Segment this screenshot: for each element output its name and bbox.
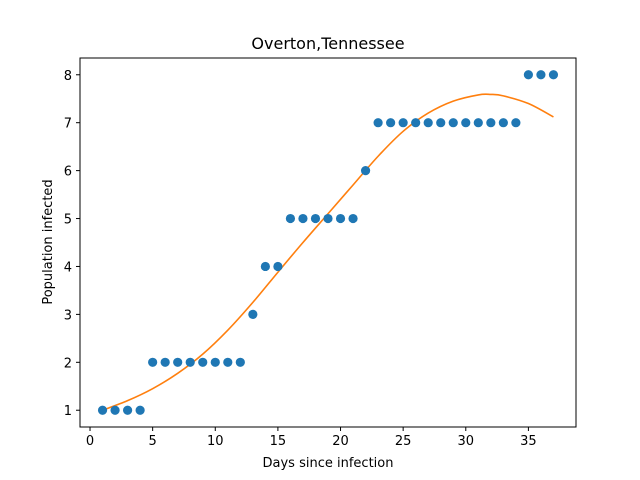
data-point xyxy=(310,213,321,224)
fit-curve-line xyxy=(102,93,554,411)
x-tick-label: 30 xyxy=(458,434,475,449)
y-tick-label: 5 xyxy=(64,213,72,228)
data-point xyxy=(160,357,170,367)
y-tick-label: 6 xyxy=(64,165,72,180)
chart-title: Overton,Tennessee xyxy=(251,34,404,53)
x-tick-label: 20 xyxy=(332,434,349,449)
y-tick-label: 8 xyxy=(64,69,72,84)
data-point xyxy=(523,70,534,80)
data-point xyxy=(260,261,270,272)
data-point xyxy=(373,118,383,128)
data-point xyxy=(473,118,483,128)
y-axis-ticks: 1 2 3 4 5 6 7 8 xyxy=(64,69,80,419)
data-point xyxy=(285,213,296,224)
data-point xyxy=(348,213,358,224)
x-tick-label: 25 xyxy=(395,434,412,449)
y-tick-label: 1 xyxy=(64,404,72,419)
y-axis-label: Population infected xyxy=(41,179,56,304)
data-point xyxy=(122,405,133,415)
fit-curve-layer xyxy=(102,93,554,411)
x-tick-label: 15 xyxy=(270,434,287,449)
data-point xyxy=(248,309,258,319)
x-axis-ticks: 0 5 10 15 20 25 30 35 xyxy=(86,427,537,449)
y-tick-label: 4 xyxy=(64,260,72,275)
data-point xyxy=(486,118,496,128)
x-tick-label: 35 xyxy=(520,434,537,449)
data-point xyxy=(536,70,546,80)
data-point xyxy=(511,118,521,128)
data-point xyxy=(323,213,333,224)
plot-area-frame xyxy=(79,57,577,428)
data-point xyxy=(335,213,346,224)
data-point xyxy=(135,405,145,415)
data-point xyxy=(411,118,421,128)
data-point xyxy=(235,357,245,367)
data-point xyxy=(185,357,195,367)
data-point xyxy=(173,357,183,367)
data-point xyxy=(461,118,471,128)
data-point xyxy=(360,166,371,176)
y-tick-label: 7 xyxy=(64,117,72,132)
data-point xyxy=(148,357,158,367)
x-tick-label: 0 xyxy=(86,434,94,449)
scatter-points-layer xyxy=(97,70,559,415)
data-point xyxy=(210,357,220,367)
data-point xyxy=(398,118,408,128)
data-point xyxy=(548,70,559,80)
data-point xyxy=(198,357,208,367)
x-axis-label: Days since infection xyxy=(263,456,394,471)
data-point xyxy=(498,118,508,128)
data-point xyxy=(223,357,233,367)
data-point xyxy=(110,405,120,415)
data-point xyxy=(298,213,308,224)
y-tick-label: 2 xyxy=(64,356,72,371)
data-point xyxy=(97,405,108,415)
x-tick-label: 10 xyxy=(207,434,224,449)
data-point xyxy=(448,118,458,128)
data-point xyxy=(436,118,446,128)
x-tick-label: 5 xyxy=(149,434,157,449)
data-point xyxy=(273,261,283,272)
data-point xyxy=(423,118,433,128)
y-tick-label: 3 xyxy=(64,308,72,323)
data-point xyxy=(386,118,396,128)
